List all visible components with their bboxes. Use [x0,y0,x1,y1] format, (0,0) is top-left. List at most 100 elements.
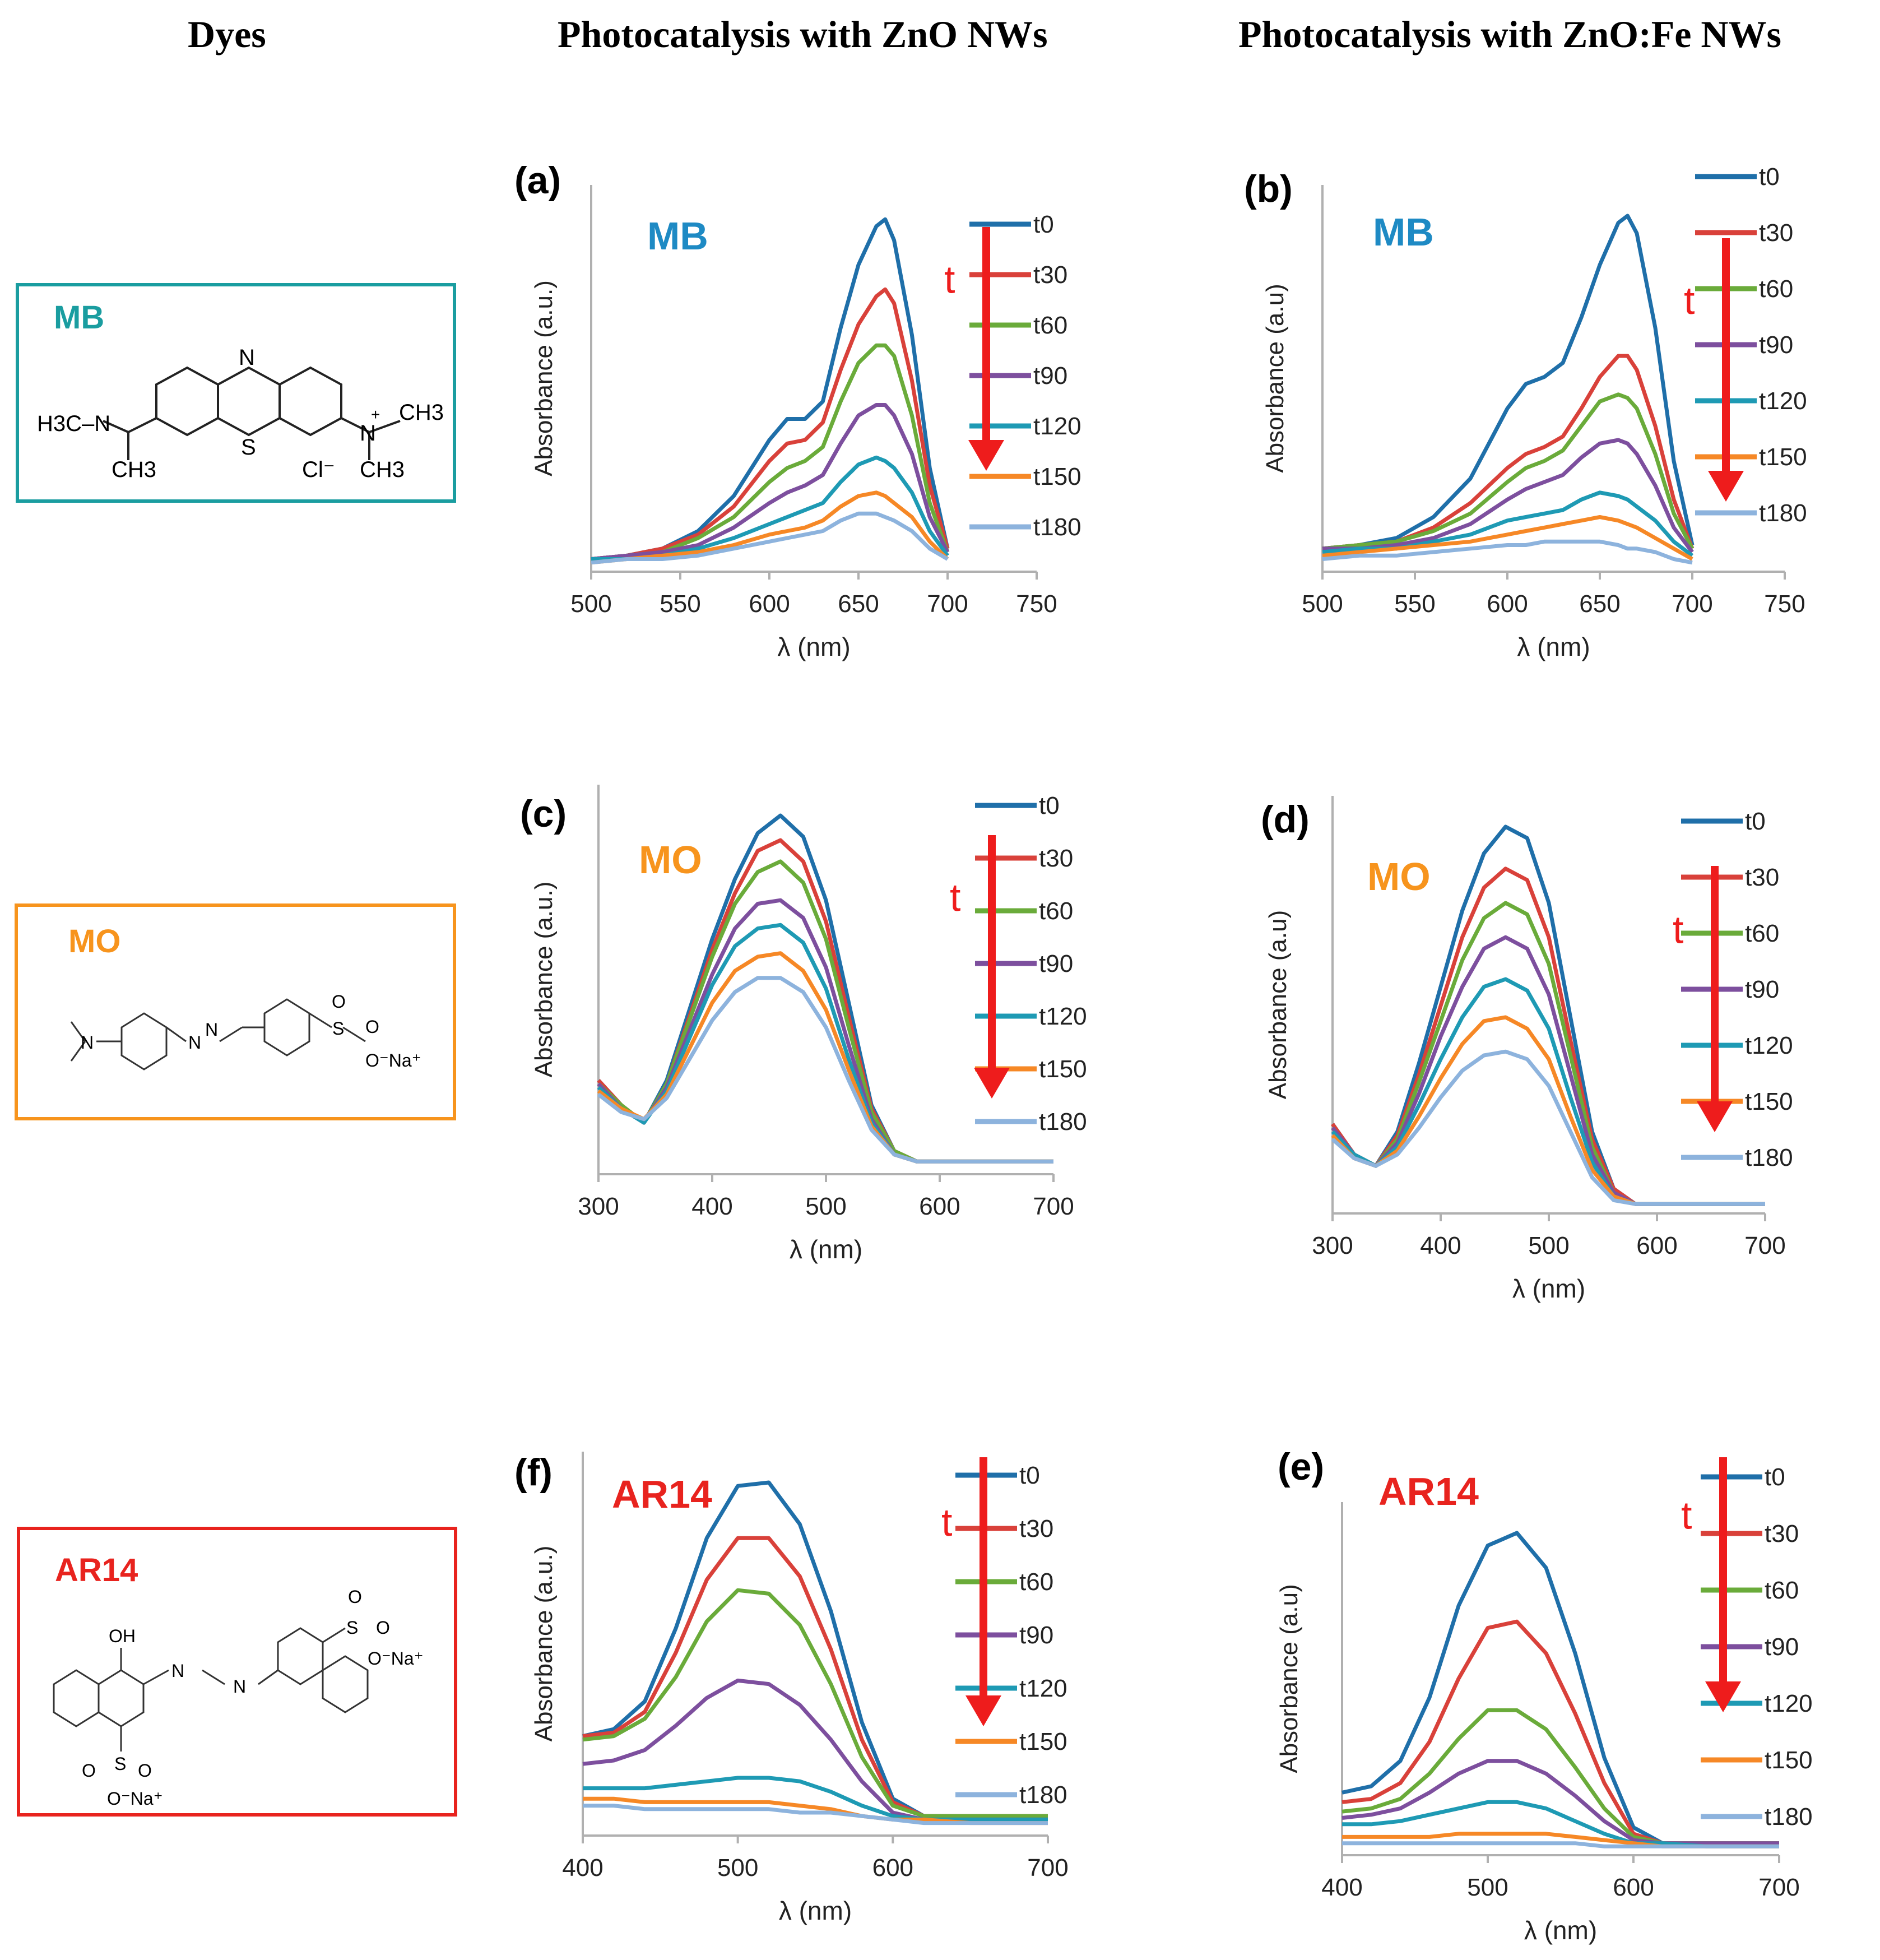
legend-label-t90: t90 [1039,950,1073,977]
legend-label-t120: t120 [1039,1003,1087,1030]
mo-n-label: N [81,1032,94,1053]
series-line-t60 [1341,1708,1779,1846]
series-line-t120 [597,923,1053,1164]
y-axis-label: Absorbance (a.u) [1275,1584,1303,1773]
series-line-t180 [583,1804,1048,1825]
series-line-t60 [582,1588,1048,1818]
legend-label-t180: t180 [1019,1781,1067,1809]
x-tick-label: 500 [1528,1232,1569,1259]
x-tick-label: 300 [1312,1232,1353,1259]
mb-structure: N S H3C–N CH3 N + CH3 CH3 Cl⁻ [37,345,444,482]
legend-label-t120: t120 [1019,1675,1067,1702]
panel-label: (c) [520,793,567,835]
legend-label-t30: t30 [1765,1520,1799,1547]
x-tick-label: 750 [1764,590,1805,618]
legend-label-t60: t60 [1039,897,1073,925]
x-axis-label: λ (nm) [1517,632,1590,661]
legend-label-t60: t60 [1019,1568,1053,1596]
series-line-t0 [591,217,950,561]
x-tick-label: 600 [1613,1874,1654,1901]
series-line-t0 [1322,214,1695,551]
mo-s-label: S [332,1018,344,1039]
x-tick-label: 550 [1394,590,1435,618]
chart-panel-b: 500 550 600 650 700 750 λ (nm) Absorbance (a.u)… [1244,163,1807,661]
x-tick-label: 700 [927,590,968,618]
mo-o-b: O [365,1017,379,1037]
time-arrow-label: t [941,1500,952,1544]
series-line-t60 [591,343,950,561]
series-line-t180 [591,511,949,565]
x-tick-label: 500 [805,1193,846,1220]
x-tick-label: 300 [578,1193,619,1220]
x-tick-label: 600 [1487,590,1528,618]
chart-panel-e: 400 500 600 700 λ (nm) Absorbance (a.u) (e) AR1… [1275,1445,1813,1945]
legend-label-t120: t120 [1765,1690,1813,1717]
series-line-t120 [1342,1800,1779,1848]
legend-label-t180: t180 [1033,513,1081,541]
dye-label: AR14 [612,1472,712,1516]
series-line-t150 [591,490,949,565]
column-header-znofe: Photocatalysis with ZnO:Fe NWs [1238,13,1781,55]
mb-right-n: N [360,421,376,446]
series-line-t120 [591,455,949,561]
legend-label-t120: t120 [1759,387,1807,415]
mb-right-ch3-b: CH3 [360,457,405,482]
series-line-t180 [1322,539,1693,565]
legend-label-t150: t150 [1765,1746,1813,1774]
x-tick-label: 500 [717,1854,758,1882]
time-arrow-label: t [1684,279,1695,322]
dye-label: AR14 [1378,1470,1479,1513]
series-line-t150 [1322,515,1693,561]
legend-label-t90: t90 [1745,976,1779,1003]
mb-left-group: H3C–N [37,411,110,436]
ar14-structure: OH N N S O O O⁻Na⁺ S O O O⁻Na⁺ [53,1587,424,1809]
chart-panel-a: 500 550 600 650 700 750 λ (nm) Absorbance (a.u.… [514,159,1081,661]
legend-label-t150: t150 [1019,1728,1067,1755]
panel-label: (e) [1278,1445,1324,1488]
x-axis-label: λ (nm) [1512,1274,1585,1303]
series-line-t150 [583,1796,1048,1825]
series-line-t90 [591,403,950,561]
dye-label: MO [1367,855,1431,898]
mb-right-ch3-a: CH3 [399,400,444,425]
chart-panel-d: 300 400 500 600 700 λ (nm) Absorbance (a.u) (d)… [1261,796,1793,1303]
x-tick-label: 400 [1321,1874,1362,1901]
time-arrow-label: t [1673,908,1683,952]
x-tick-label: 700 [1027,1854,1068,1882]
time-arrow-head [974,1068,1010,1099]
legend-label-t30: t30 [1745,864,1779,891]
legend-label-t150: t150 [1745,1088,1793,1115]
x-axis-label: λ (nm) [779,1896,852,1925]
y-axis-label: Absorbance (a.u.) [530,280,558,476]
ar14-o-top-a: O [348,1587,362,1607]
chart-panel-c: 300 400 500 600 700 λ (nm) Absorbance (a.u.) (c… [520,785,1087,1264]
x-tick-label: 700 [1758,1874,1799,1901]
legend-label-t120: t120 [1033,413,1081,440]
x-tick-label: 650 [838,590,879,618]
x-tick-label: 700 [1744,1232,1785,1259]
time-arrow-head [1705,1681,1741,1712]
legend-label-t60: t60 [1033,312,1067,339]
ar14-n-b: N [233,1676,246,1697]
x-axis-label: λ (nm) [777,632,850,661]
mo-n-azo-a: N [188,1032,201,1053]
legend-label-t0: t0 [1039,792,1060,819]
legend-label-t120: t120 [1745,1032,1793,1059]
legend-label-t0: t0 [1019,1462,1040,1489]
series-line-t180 [1331,1049,1765,1206]
legend-label-t90: t90 [1765,1633,1799,1661]
x-axis-label: λ (nm) [790,1235,862,1264]
legend-label-t180: t180 [1765,1803,1813,1831]
series-line-t120 [1322,490,1694,558]
ar14-n-a: N [171,1661,184,1681]
x-tick-label: 400 [562,1854,603,1882]
time-arrow-head [1697,1101,1733,1132]
dye-name-mo: MO [68,923,121,960]
ar14-ona-top: O⁻Na⁺ [368,1648,424,1669]
time-arrow-head [1708,471,1744,502]
time-arrow-head [968,440,1004,471]
x-tick-label: 600 [749,590,790,618]
legend-label-t0: t0 [1033,211,1054,238]
y-axis-label: Absorbance (a.u) [1264,910,1292,1100]
mb-right-plus: + [371,406,380,423]
